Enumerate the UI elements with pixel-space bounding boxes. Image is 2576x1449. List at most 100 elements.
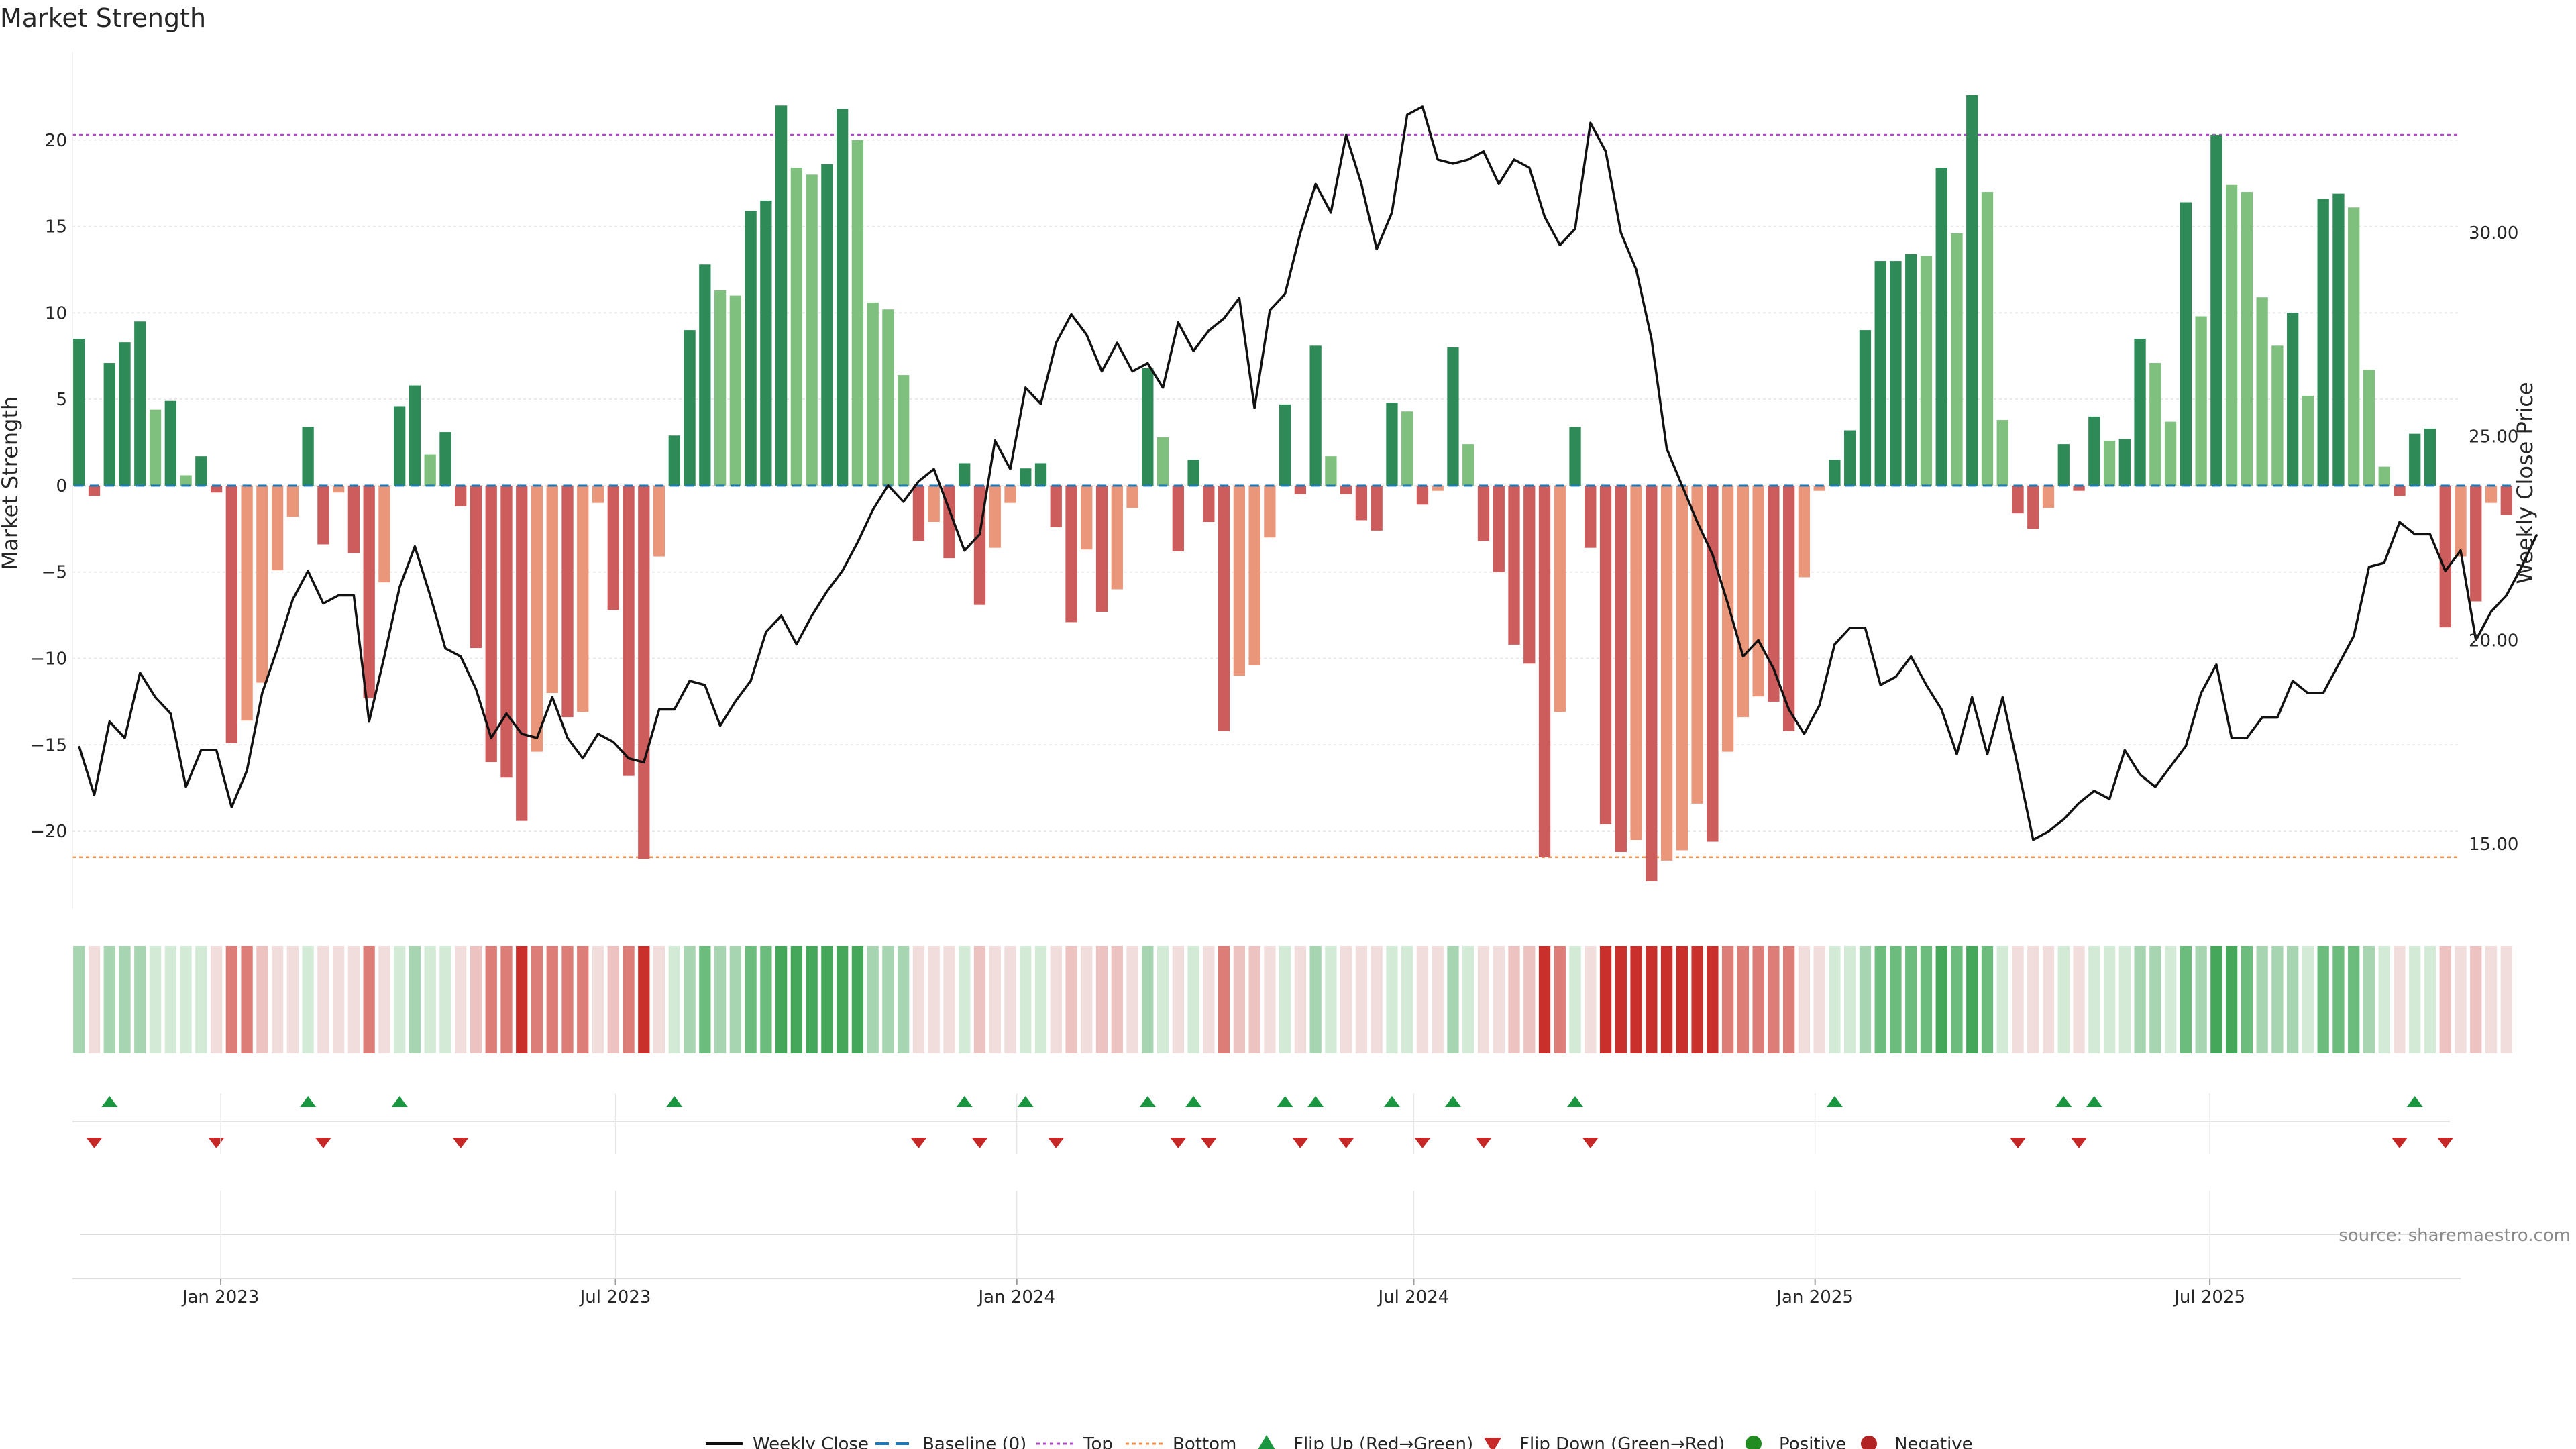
heat-cell: [1813, 946, 1825, 1053]
strength-bar: [2195, 316, 2207, 486]
chart-title: Market Strength: [0, 3, 206, 33]
x-axis: Jan 2023 Jul 2023 Jan 2024 Jul 2024 Jan 2025…: [72, 1093, 2461, 1307]
strength-bar: [2103, 440, 2116, 486]
heat-cell: [2103, 946, 2116, 1053]
strength-bar: [653, 485, 665, 557]
heat-cell: [1279, 946, 1291, 1053]
strength-bar: [241, 485, 253, 721]
strength-bar: [363, 485, 375, 698]
heat-cell: [607, 946, 619, 1053]
strength-bar: [1646, 485, 1658, 881]
strength-bar: [1416, 485, 1429, 505]
flip-up-marker: [1307, 1096, 1324, 1107]
flip-markers: [86, 1096, 2454, 1148]
heat-cell: [2409, 946, 2421, 1053]
y-tick-label: −20: [30, 822, 67, 842]
heat-cell: [592, 946, 604, 1053]
strength-bar: [1157, 437, 1169, 486]
strength-bar: [1585, 485, 1597, 548]
flip-up-marker: [101, 1096, 118, 1107]
strength-bar: [347, 485, 360, 553]
flip-down-marker: [315, 1138, 331, 1148]
weekly-close-line: [78, 105, 2538, 841]
flip-up-marker: [1017, 1096, 1034, 1107]
legend-swatch-flip-up: [1258, 1435, 1275, 1449]
heat-cell: [164, 946, 176, 1053]
heat-cell: [699, 946, 711, 1053]
strength-bar: [1981, 192, 1994, 486]
strength-bar: [1721, 485, 1734, 752]
heat-cell: [837, 946, 849, 1053]
strength-bar: [1951, 233, 1963, 486]
source-label: source: sharemaestro.com: [2339, 1226, 2571, 1246]
strength-bar: [1447, 347, 1459, 486]
strength-bar: [699, 264, 711, 486]
heat-cell: [1538, 946, 1551, 1053]
strength-bar: [225, 485, 237, 743]
strength-bar: [2439, 485, 2451, 628]
strength-bar: [2409, 433, 2421, 486]
flip-up-marker: [666, 1096, 683, 1107]
strength-bar: [760, 200, 772, 486]
strength-bar: [867, 302, 879, 486]
heat-cell: [1462, 946, 1474, 1053]
legend-swatch-flip-down: [1484, 1438, 1501, 1449]
heat-cell: [1783, 946, 1795, 1053]
strength-bar: [1126, 485, 1138, 508]
legend-label-flip-up: Flip Up (Red→Green): [1293, 1434, 1473, 1449]
flip-down-marker: [1582, 1138, 1599, 1148]
heat-cell: [1447, 946, 1459, 1053]
strength-bar: [2332, 193, 2345, 486]
strength-bar: [2378, 466, 2390, 486]
strength-bar: [1462, 444, 1474, 486]
strength-bar: [164, 400, 176, 486]
heat-cell: [1157, 946, 1169, 1053]
heat-cell: [2164, 946, 2177, 1053]
heat-cell: [1371, 946, 1383, 1053]
flip-up-marker: [2086, 1096, 2102, 1107]
heat-cell: [943, 946, 955, 1053]
heat-cell: [1996, 946, 2008, 1053]
strength-bar: [1401, 411, 1413, 486]
heat-cell: [2455, 946, 2467, 1053]
legend-label-positive: Positive: [1779, 1434, 1846, 1449]
heat-cell: [88, 946, 101, 1053]
legend-swatch-positive: [1746, 1436, 1762, 1449]
strength-bar: [2271, 345, 2284, 486]
heat-cell: [928, 946, 940, 1053]
strength-bar: [2287, 313, 2299, 486]
heat-cell: [1905, 946, 1917, 1053]
strength-bar: [1294, 485, 1307, 494]
strength-bar: [73, 339, 85, 486]
heat-cell: [1203, 946, 1215, 1053]
strength-bar: [2027, 485, 2039, 529]
heat-cell: [2378, 946, 2390, 1053]
strength-bar: [378, 485, 390, 583]
strength-bar: [1798, 485, 1811, 578]
strength-bar: [2348, 207, 2360, 486]
flip-down-marker: [208, 1138, 225, 1148]
heat-cell: [2073, 946, 2085, 1053]
heat-cell: [1920, 946, 1933, 1053]
heat-cell: [1508, 946, 1520, 1053]
strength-bar: [1187, 460, 1199, 486]
x-tick-label: Jul 2025: [2173, 1287, 2245, 1307]
strength-bar: [745, 211, 757, 486]
strength-bar: [1264, 485, 1276, 538]
strength-bar: [531, 485, 543, 752]
heat-cell: [989, 946, 1001, 1053]
heat-cell: [256, 946, 268, 1053]
flip-down-marker: [2437, 1138, 2454, 1148]
flip-down-marker: [1200, 1138, 1217, 1148]
strength-bar: [271, 485, 284, 571]
strength-bar: [2256, 297, 2268, 486]
strength-bar: [898, 375, 910, 486]
heat-cell: [1493, 946, 1505, 1053]
heat-cell: [1737, 946, 1750, 1053]
strength-bar: [2424, 428, 2436, 486]
strength-bar: [1768, 485, 1780, 702]
flip-up-marker: [391, 1096, 408, 1107]
strength-bar: [2394, 485, 2406, 496]
heat-cell: [271, 946, 284, 1053]
strength-bar: [1248, 485, 1260, 665]
